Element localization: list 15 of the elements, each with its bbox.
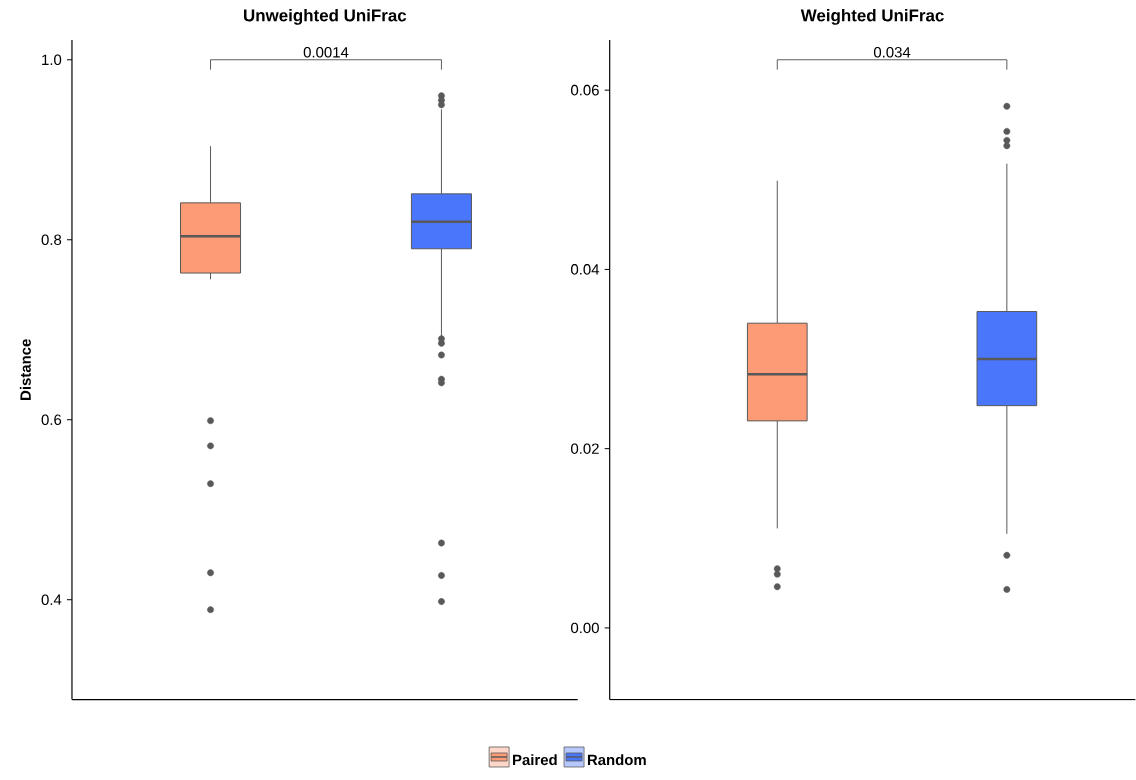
- y-tick-label: 0.06: [571, 85, 599, 96]
- y-tick-label: 0.02: [571, 443, 599, 455]
- y-tick-label: 0.00: [571, 622, 599, 634]
- legend-label: Random: [587, 754, 646, 766]
- y-tick-label: 0.8: [41, 234, 62, 246]
- y-axis-title: Distance: [19, 339, 31, 401]
- chart-title: Unweighted UniFrac: [244, 9, 407, 26]
- annotation: 0.034: [873, 47, 911, 58]
- y-tick-label: 1.0: [42, 54, 62, 66]
- y-tick-label: 0.04: [571, 264, 600, 275]
- legend-label: Paired: [513, 754, 557, 766]
- chart-title: Weighted UniFrac: [800, 9, 944, 26]
- y-tick-label: 0.6: [41, 414, 62, 426]
- annotation: 0.0014: [303, 47, 349, 58]
- y-tick-label: 0.4: [41, 594, 62, 606]
